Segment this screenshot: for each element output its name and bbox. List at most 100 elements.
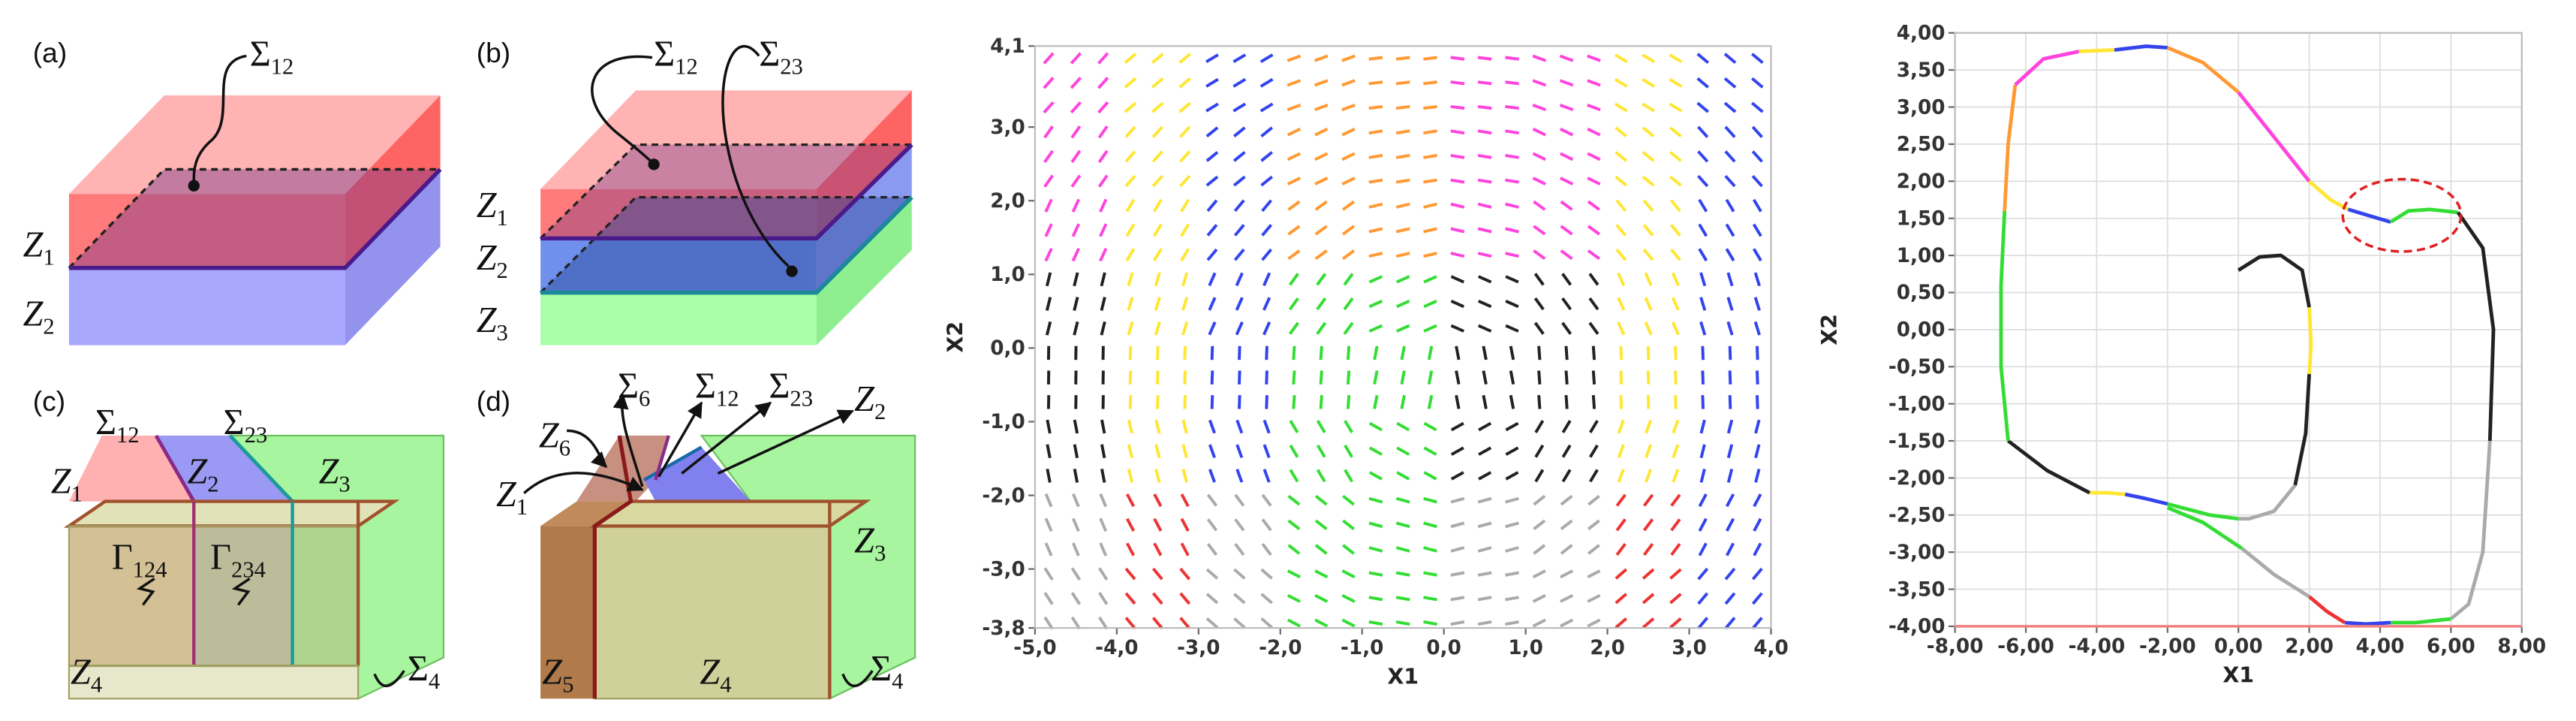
vector-dash [1423, 227, 1437, 234]
vector-dash [1588, 297, 1599, 311]
vector-dash [1180, 198, 1190, 213]
trajectory-segment [2308, 595, 2346, 625]
arrow [681, 401, 772, 475]
trajectory-segment [2456, 211, 2496, 442]
vector-dash [1208, 419, 1216, 434]
vector-dash [1287, 249, 1301, 261]
vector-dash [1070, 149, 1082, 164]
vector-dash [1728, 395, 1732, 409]
vector-dash [1533, 544, 1546, 555]
vector-dash [1615, 224, 1627, 237]
vector-dash [1124, 592, 1136, 605]
vector-dash [1723, 53, 1737, 65]
vector-dash [1342, 494, 1356, 506]
vector-dash [1478, 446, 1492, 456]
vector-dash [1754, 444, 1761, 459]
vector-dash [1396, 300, 1410, 309]
vector-dash [1614, 53, 1628, 64]
vector-dash [1128, 345, 1133, 360]
vector-dash [1587, 593, 1601, 603]
vector-dash [1125, 517, 1136, 532]
vector-dash [1427, 345, 1434, 360]
vector-dash [1156, 345, 1160, 360]
vector-dash [1395, 202, 1410, 209]
vector-dash [1205, 126, 1219, 138]
vector-dash [1289, 444, 1299, 458]
vector-dash [1288, 297, 1299, 311]
vector-dash [1450, 154, 1465, 159]
diagram-a [68, 54, 442, 345]
label-symbol: Σ [95, 403, 116, 442]
vector-dash [1587, 200, 1601, 211]
vector-dash [1070, 567, 1082, 581]
vector-dash [1400, 394, 1406, 409]
x-tick-label: -2,00 [2139, 635, 2196, 658]
label-index: 4 [892, 668, 903, 694]
vector-dash [1671, 297, 1680, 311]
vector-dash [1181, 321, 1189, 336]
vector-dash [1152, 223, 1163, 237]
label-index: 12 [675, 53, 698, 79]
vector-dash [1043, 616, 1054, 630]
vector-dash [1505, 154, 1519, 159]
trajectory-segment [2237, 91, 2311, 183]
trajectory-segment [2166, 505, 2243, 551]
y-axis-label: X2 [943, 321, 968, 353]
vector-dash [1368, 300, 1383, 309]
vector-dash [1342, 544, 1356, 555]
y-tick-label: 1,50 [1897, 207, 1946, 230]
vector-dash [1450, 202, 1465, 209]
vector-dash [1477, 546, 1492, 553]
vector-dash [1505, 546, 1519, 553]
vector-dash [1642, 126, 1655, 138]
y-tick-label: -3,8 [982, 617, 1025, 640]
vector-dash [1423, 129, 1437, 135]
vector-dash [1070, 101, 1082, 114]
vector-dash [1589, 420, 1599, 433]
vector-dash [1043, 174, 1054, 188]
vector-dash [1235, 444, 1244, 459]
vector-dash [1395, 252, 1410, 258]
y-tick-label: 2,00 [1897, 170, 1946, 193]
vector-dash [1423, 596, 1437, 602]
vector-dash [1151, 101, 1164, 113]
vector-dash [1046, 469, 1052, 483]
panel-tag: (a) [33, 37, 67, 68]
vector-dash [1477, 56, 1492, 61]
label-symbol: Σ [408, 649, 429, 689]
label-symbol: Γ [210, 537, 231, 577]
edge [540, 143, 913, 241]
trajectory-segment [2391, 617, 2451, 625]
vector-dash [1699, 297, 1707, 311]
vector-dash [1753, 297, 1761, 311]
vector-dash [1698, 493, 1708, 508]
vector-dash [1669, 248, 1681, 261]
vector-dash [1505, 275, 1519, 284]
vector-dash [1642, 53, 1655, 64]
trajectory-segment [2389, 207, 2459, 224]
y-tick-label: 0,0 [990, 337, 1025, 360]
label-index: 6 [559, 435, 570, 460]
vector-dash [1751, 592, 1763, 605]
vector-dash [1726, 444, 1734, 459]
label-symbol: Z [51, 462, 72, 502]
vector-dash [1044, 542, 1053, 557]
vector-dash [1316, 321, 1327, 335]
vector-dash [1043, 77, 1055, 89]
vector-dash [1289, 420, 1299, 433]
face [63, 499, 400, 528]
vector-dash [1477, 521, 1492, 529]
y-tick-label: 4,00 [1897, 23, 1946, 45]
label-symbol: Σ [250, 35, 271, 74]
vector-dash [1044, 198, 1053, 213]
diagram-label: Z2 [854, 379, 886, 424]
vector-dash [1368, 275, 1383, 284]
diagram-label: Σ12 [95, 403, 140, 448]
x-tick-label: -1,0 [1341, 637, 1383, 659]
y-tick-label: -0,50 [1888, 356, 1946, 379]
diagram-label: Z6 [539, 415, 570, 460]
vector-dash [1591, 395, 1596, 409]
vector-dash [1587, 54, 1601, 62]
vector-dash [1099, 493, 1108, 508]
vector-dash [1697, 174, 1709, 188]
